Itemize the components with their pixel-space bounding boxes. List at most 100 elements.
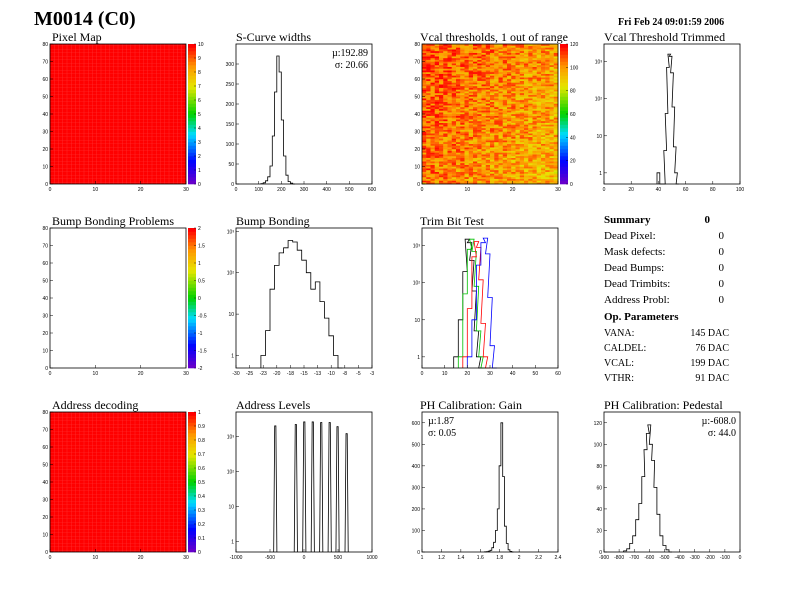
op-value: 199 DAC bbox=[690, 358, 729, 369]
ph-gain-y-tick: 300 bbox=[412, 485, 421, 491]
scurve-widths-title: S-Curve widths bbox=[236, 30, 311, 44]
address-decoding-y-tick: 70 bbox=[42, 428, 48, 434]
address-decoding-y-tick: 50 bbox=[42, 463, 48, 469]
address-levels-y-tick: 10 bbox=[228, 504, 234, 510]
summary-header: Summary 0 bbox=[604, 214, 724, 230]
vcal-trimmed-x-tick: 0 bbox=[603, 187, 606, 193]
ph-pedestal-y-tick: 120 bbox=[594, 421, 603, 427]
address-decoding-z-tick: 0.4 bbox=[198, 494, 205, 500]
summary-row-dead-bumps: Dead Bumps: 0 bbox=[604, 262, 724, 278]
pixel-map-y-tick: 30 bbox=[42, 130, 48, 136]
vcal-thresholds-x-tick: 0 bbox=[421, 187, 424, 193]
trim-bit-test-x-tick: 20 bbox=[465, 371, 471, 377]
vcal-thresholds-x-tick: 30 bbox=[555, 187, 561, 193]
ph-gain-x-tick: 2 bbox=[518, 555, 521, 561]
scurve-widths-y-tick: 50 bbox=[228, 162, 234, 168]
scurve-widths-x-tick: 0 bbox=[235, 187, 238, 193]
address-levels-y-tick: 10² bbox=[227, 469, 235, 475]
vcal-thresholds-z-tick: 100 bbox=[570, 65, 579, 71]
pixel-map-y-tick: 20 bbox=[42, 147, 48, 153]
ph-pedestal-x-tick: -100 bbox=[720, 555, 730, 561]
bump-bonding-problems-z-tick: 2 bbox=[198, 226, 201, 232]
bump-bonding-x-tick: -15 bbox=[300, 371, 307, 377]
address-decoding-z-tick: 0.3 bbox=[198, 508, 205, 514]
bump-bonding-x-tick: -23 bbox=[260, 371, 267, 377]
pixel-map-z-tick: 0 bbox=[198, 182, 201, 188]
address-levels-peak bbox=[302, 421, 307, 553]
address-levels-peak bbox=[344, 433, 349, 553]
vcal-trimmed-x-tick: 40 bbox=[656, 187, 662, 193]
address-decoding-x-tick: 30 bbox=[183, 555, 189, 561]
pixel-map-y-tick: 0 bbox=[45, 182, 48, 188]
op-value: 91 DAC bbox=[695, 373, 729, 384]
trim-bit-test-y-tick: 10 bbox=[414, 318, 420, 324]
bump-bonding-x-tick: -13 bbox=[314, 371, 321, 377]
scurve-widths-y-tick: 100 bbox=[226, 142, 235, 148]
bump-bonding-problems-z-tick: 0 bbox=[198, 296, 201, 302]
ph-gain-stat: σ: 0.05 bbox=[428, 428, 456, 439]
bump-bonding-x-tick: -8 bbox=[343, 371, 348, 377]
summary-value: 0 bbox=[718, 230, 725, 242]
vcal-trimmed-x-tick: 20 bbox=[628, 187, 634, 193]
ph-pedestal-x-tick: -700 bbox=[629, 555, 639, 561]
bump-bonding-x-tick: -18 bbox=[287, 371, 294, 377]
vcal-trimmed-y-tick: 10² bbox=[595, 97, 603, 103]
pixel-map-y-tick: 40 bbox=[42, 112, 48, 118]
pixel-map-z-tick: 2 bbox=[198, 154, 201, 160]
vcal-thresholds-z-tick: 20 bbox=[570, 159, 576, 165]
address-levels-peak bbox=[319, 422, 324, 553]
address-levels-x-tick: 0 bbox=[303, 555, 306, 561]
bump-bonding-x-tick: -20 bbox=[273, 371, 280, 377]
ph-pedestal-chart: -900 -800 -700 -600 -500 -400 -300 -200 -100 0 0 20… bbox=[594, 411, 742, 561]
ph-pedestal-x-tick: -800 bbox=[614, 555, 624, 561]
vcal-thresholds-title: Vcal thresholds, 1 out of range bbox=[420, 30, 568, 44]
pixel-map-z-tick: 10 bbox=[198, 42, 204, 48]
address-decoding-y-tick: 40 bbox=[42, 480, 48, 486]
bump-bonding-y-tick: 10³ bbox=[227, 229, 235, 235]
op-value: 76 DAC bbox=[695, 343, 729, 354]
summary-label: Address Probl: bbox=[604, 294, 670, 306]
ph-pedestal-y-tick: 0 bbox=[599, 550, 602, 556]
address-levels-peak bbox=[335, 426, 340, 553]
pixel-map-z-tick: 4 bbox=[198, 126, 201, 132]
bump-bonding-problems-y-tick: 0 bbox=[45, 366, 48, 372]
vcal-trimmed-title: Vcal Threshold Trimmed bbox=[604, 30, 726, 44]
vcal-thresholds-y-tick: 40 bbox=[414, 112, 420, 118]
summary-box: Summary 0 Dead Pixel: 0 Mask defects: 0 De… bbox=[604, 214, 724, 310]
address-decoding-z-tick: 0.7 bbox=[198, 452, 205, 458]
vcal-trimmed-x-tick: 100 bbox=[736, 187, 745, 193]
ph-gain-y-tick: 600 bbox=[412, 421, 421, 427]
vcal-thresholds-y-tick: 0 bbox=[417, 182, 420, 188]
vcal-thresholds-y-tick: 10 bbox=[414, 165, 420, 171]
summary-label: Dead Trimbits: bbox=[604, 278, 671, 290]
scurve-widths-x-tick: 600 bbox=[368, 187, 377, 193]
ph-pedestal-series-line bbox=[623, 424, 672, 553]
bump-bonding-problems-z-tick: -2 bbox=[198, 366, 203, 372]
address-levels-peak bbox=[327, 422, 332, 553]
bump-bonding-chart: -30 -25 -23 -20 -18 -15 -13 -10 -8 -5 -3 1 10 10² 10³ bbox=[227, 227, 374, 377]
address-decoding-x-tick: 0 bbox=[49, 555, 52, 561]
vcal-thresholds-z-tick: 0 bbox=[570, 182, 573, 188]
ph-pedestal-x-tick: -500 bbox=[659, 555, 669, 561]
address-decoding-z-tick: 0.2 bbox=[198, 522, 205, 528]
summary-value: 0 bbox=[718, 278, 725, 290]
pixel-map-title: Pixel Map bbox=[52, 30, 102, 44]
bump-bonding-problems-y-tick: 70 bbox=[42, 244, 48, 250]
ph-pedestal-title: PH Calibration: Pedestal bbox=[604, 398, 723, 412]
bump-bonding-problems-y-tick: 50 bbox=[42, 279, 48, 285]
vcal-trimmed-y-tick: 10³ bbox=[595, 60, 603, 66]
scurve-widths-x-tick: 400 bbox=[322, 187, 331, 193]
trim-bit-test-series-line bbox=[466, 237, 497, 369]
ph-pedestal-x-tick: -300 bbox=[690, 555, 700, 561]
op-row-vcal: VCAL: 199 DAC bbox=[604, 358, 729, 373]
bump-bonding-problems-y-tick: 40 bbox=[42, 296, 48, 302]
address-decoding-y-tick: 30 bbox=[42, 498, 48, 504]
pixel-map-y-tick: 60 bbox=[42, 77, 48, 83]
timestamp: Fri Feb 24 09:01:59 2006 bbox=[618, 17, 725, 28]
pixel-map-z-tick: 1 bbox=[198, 168, 201, 174]
address-levels-peak bbox=[310, 421, 315, 553]
summary-row-address-probl: Address Probl: 0 bbox=[604, 294, 724, 310]
vcal-trimmed-y-tick: 10 bbox=[596, 134, 602, 140]
ph-gain-series-line bbox=[484, 422, 514, 553]
pixel-map-y-tick: 50 bbox=[42, 95, 48, 101]
